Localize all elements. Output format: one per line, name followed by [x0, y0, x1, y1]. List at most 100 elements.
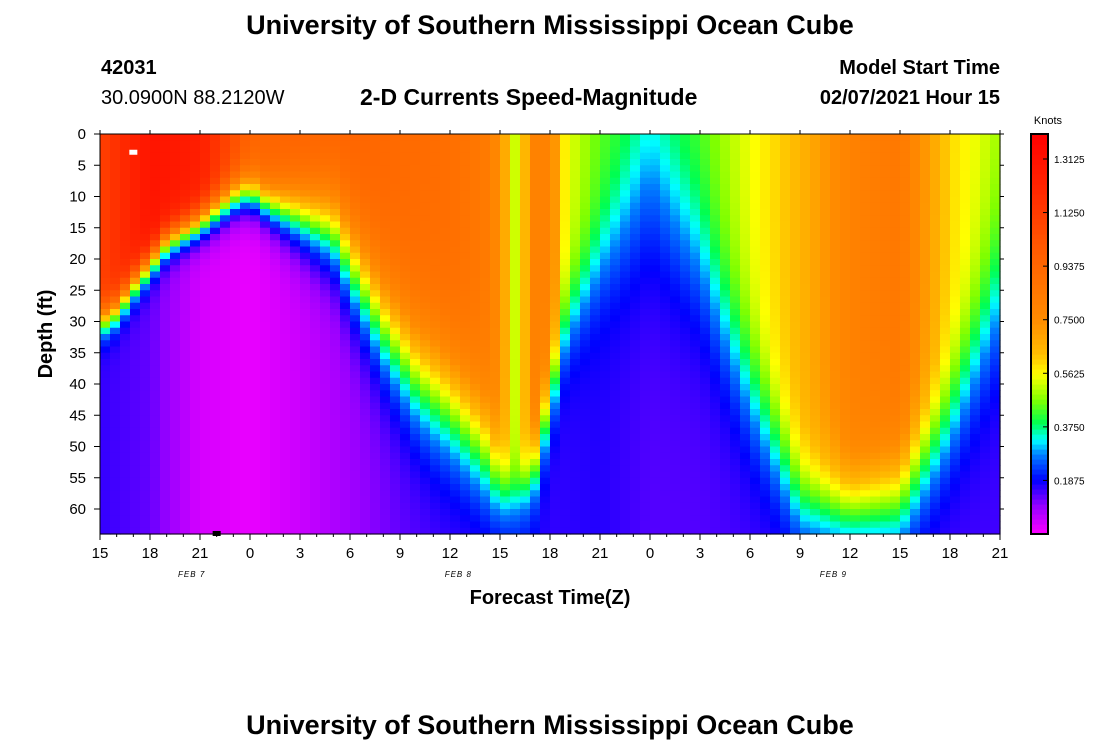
- heat-cell: [250, 246, 261, 254]
- heat-cell: [550, 296, 561, 304]
- heat-cell: [400, 384, 411, 391]
- heat-cell: [780, 452, 791, 460]
- heat-cell: [210, 340, 221, 348]
- heat-cell: [320, 265, 331, 273]
- heat-cell: [800, 471, 811, 479]
- heat-cell: [470, 321, 481, 329]
- heat-cell: [100, 402, 111, 410]
- heat-cell: [480, 246, 491, 254]
- heat-cell: [180, 202, 191, 210]
- heat-cell: [540, 309, 551, 316]
- heat-cell: [540, 402, 551, 410]
- heat-cell: [270, 190, 281, 198]
- heat-cell: [530, 509, 541, 516]
- heat-cell: [600, 277, 611, 285]
- heat-cell: [780, 284, 791, 291]
- heat-cell: [420, 346, 431, 354]
- heat-cell: [170, 240, 181, 248]
- heat-cell: [450, 152, 461, 160]
- heat-cell: [190, 527, 201, 535]
- heat-cell: [220, 265, 231, 273]
- heat-cell: [610, 296, 621, 304]
- heat-cell: [760, 259, 771, 266]
- heat-cell: [200, 484, 211, 491]
- heat-cell: [290, 177, 301, 185]
- heat-cell: [460, 340, 471, 348]
- heat-cell: [430, 459, 441, 466]
- heat-cell: [800, 215, 811, 223]
- heat-cell: [840, 277, 851, 285]
- heat-cell: [520, 240, 531, 248]
- heat-cell: [220, 477, 231, 485]
- heat-cell: [250, 471, 261, 479]
- heat-cell: [860, 440, 871, 448]
- heat-cell: [370, 302, 381, 310]
- heat-cell: [740, 484, 751, 491]
- heat-cell: [280, 452, 291, 460]
- heat-cell: [600, 327, 611, 335]
- heat-cell: [210, 177, 221, 185]
- heat-cell: [250, 390, 261, 398]
- heat-cell: [260, 415, 271, 423]
- heat-cell: [650, 452, 661, 460]
- heat-cell: [860, 409, 871, 416]
- heat-cell: [290, 196, 301, 204]
- heat-cell: [200, 284, 211, 291]
- heat-cell: [700, 427, 711, 435]
- heat-cell: [320, 515, 331, 523]
- heat-cell: [530, 284, 541, 291]
- heat-cell: [620, 290, 631, 298]
- heat-cell: [330, 271, 341, 279]
- heat-cell: [350, 296, 361, 304]
- heat-cell: [340, 471, 351, 479]
- heat-cell: [720, 159, 731, 166]
- heat-cell: [440, 159, 451, 166]
- heat-cell: [400, 465, 411, 473]
- heat-cell: [410, 384, 421, 391]
- heat-cell: [810, 421, 821, 429]
- heat-cell: [490, 240, 501, 248]
- heat-cell: [640, 452, 651, 460]
- heat-cell: [260, 196, 271, 204]
- heat-cell: [380, 196, 391, 204]
- heat-cell: [210, 327, 221, 335]
- heat-cell: [820, 165, 831, 173]
- heat-cell: [310, 459, 321, 466]
- heat-cell: [340, 421, 351, 429]
- heat-cell: [390, 284, 401, 291]
- heat-cell: [370, 515, 381, 523]
- heat-cell: [760, 227, 771, 235]
- heat-cell: [400, 340, 411, 348]
- heat-cell: [230, 302, 241, 310]
- heat-cell: [190, 171, 201, 179]
- heat-cell: [230, 171, 241, 179]
- heat-cell: [140, 315, 151, 323]
- heat-cell: [430, 377, 441, 385]
- heat-cell: [750, 359, 761, 366]
- heat-cell: [760, 190, 771, 198]
- heat-cell: [420, 365, 431, 373]
- heat-cell: [590, 221, 601, 229]
- heat-cell: [770, 440, 781, 448]
- heat-cell: [130, 165, 141, 173]
- heat-cell: [670, 221, 681, 229]
- heat-cell: [120, 246, 131, 254]
- heat-cell: [830, 184, 841, 191]
- heat-cell: [470, 146, 481, 154]
- heat-cell: [550, 271, 561, 279]
- heat-cell: [200, 496, 211, 504]
- heat-cell: [240, 146, 251, 154]
- heat-cell: [310, 302, 321, 310]
- heat-cell: [100, 527, 111, 535]
- station-position: 30.0900N 88.2120W: [101, 87, 285, 109]
- heat-cell: [430, 184, 441, 191]
- heat-cell: [190, 377, 201, 385]
- heat-cell: [400, 152, 411, 160]
- heat-cell: [390, 277, 401, 285]
- heat-cell: [590, 271, 601, 279]
- heat-cell: [750, 340, 761, 348]
- heat-cell: [540, 334, 551, 341]
- heat-cell: [390, 496, 401, 504]
- heat-cell: [140, 184, 151, 191]
- heat-cell: [210, 390, 221, 398]
